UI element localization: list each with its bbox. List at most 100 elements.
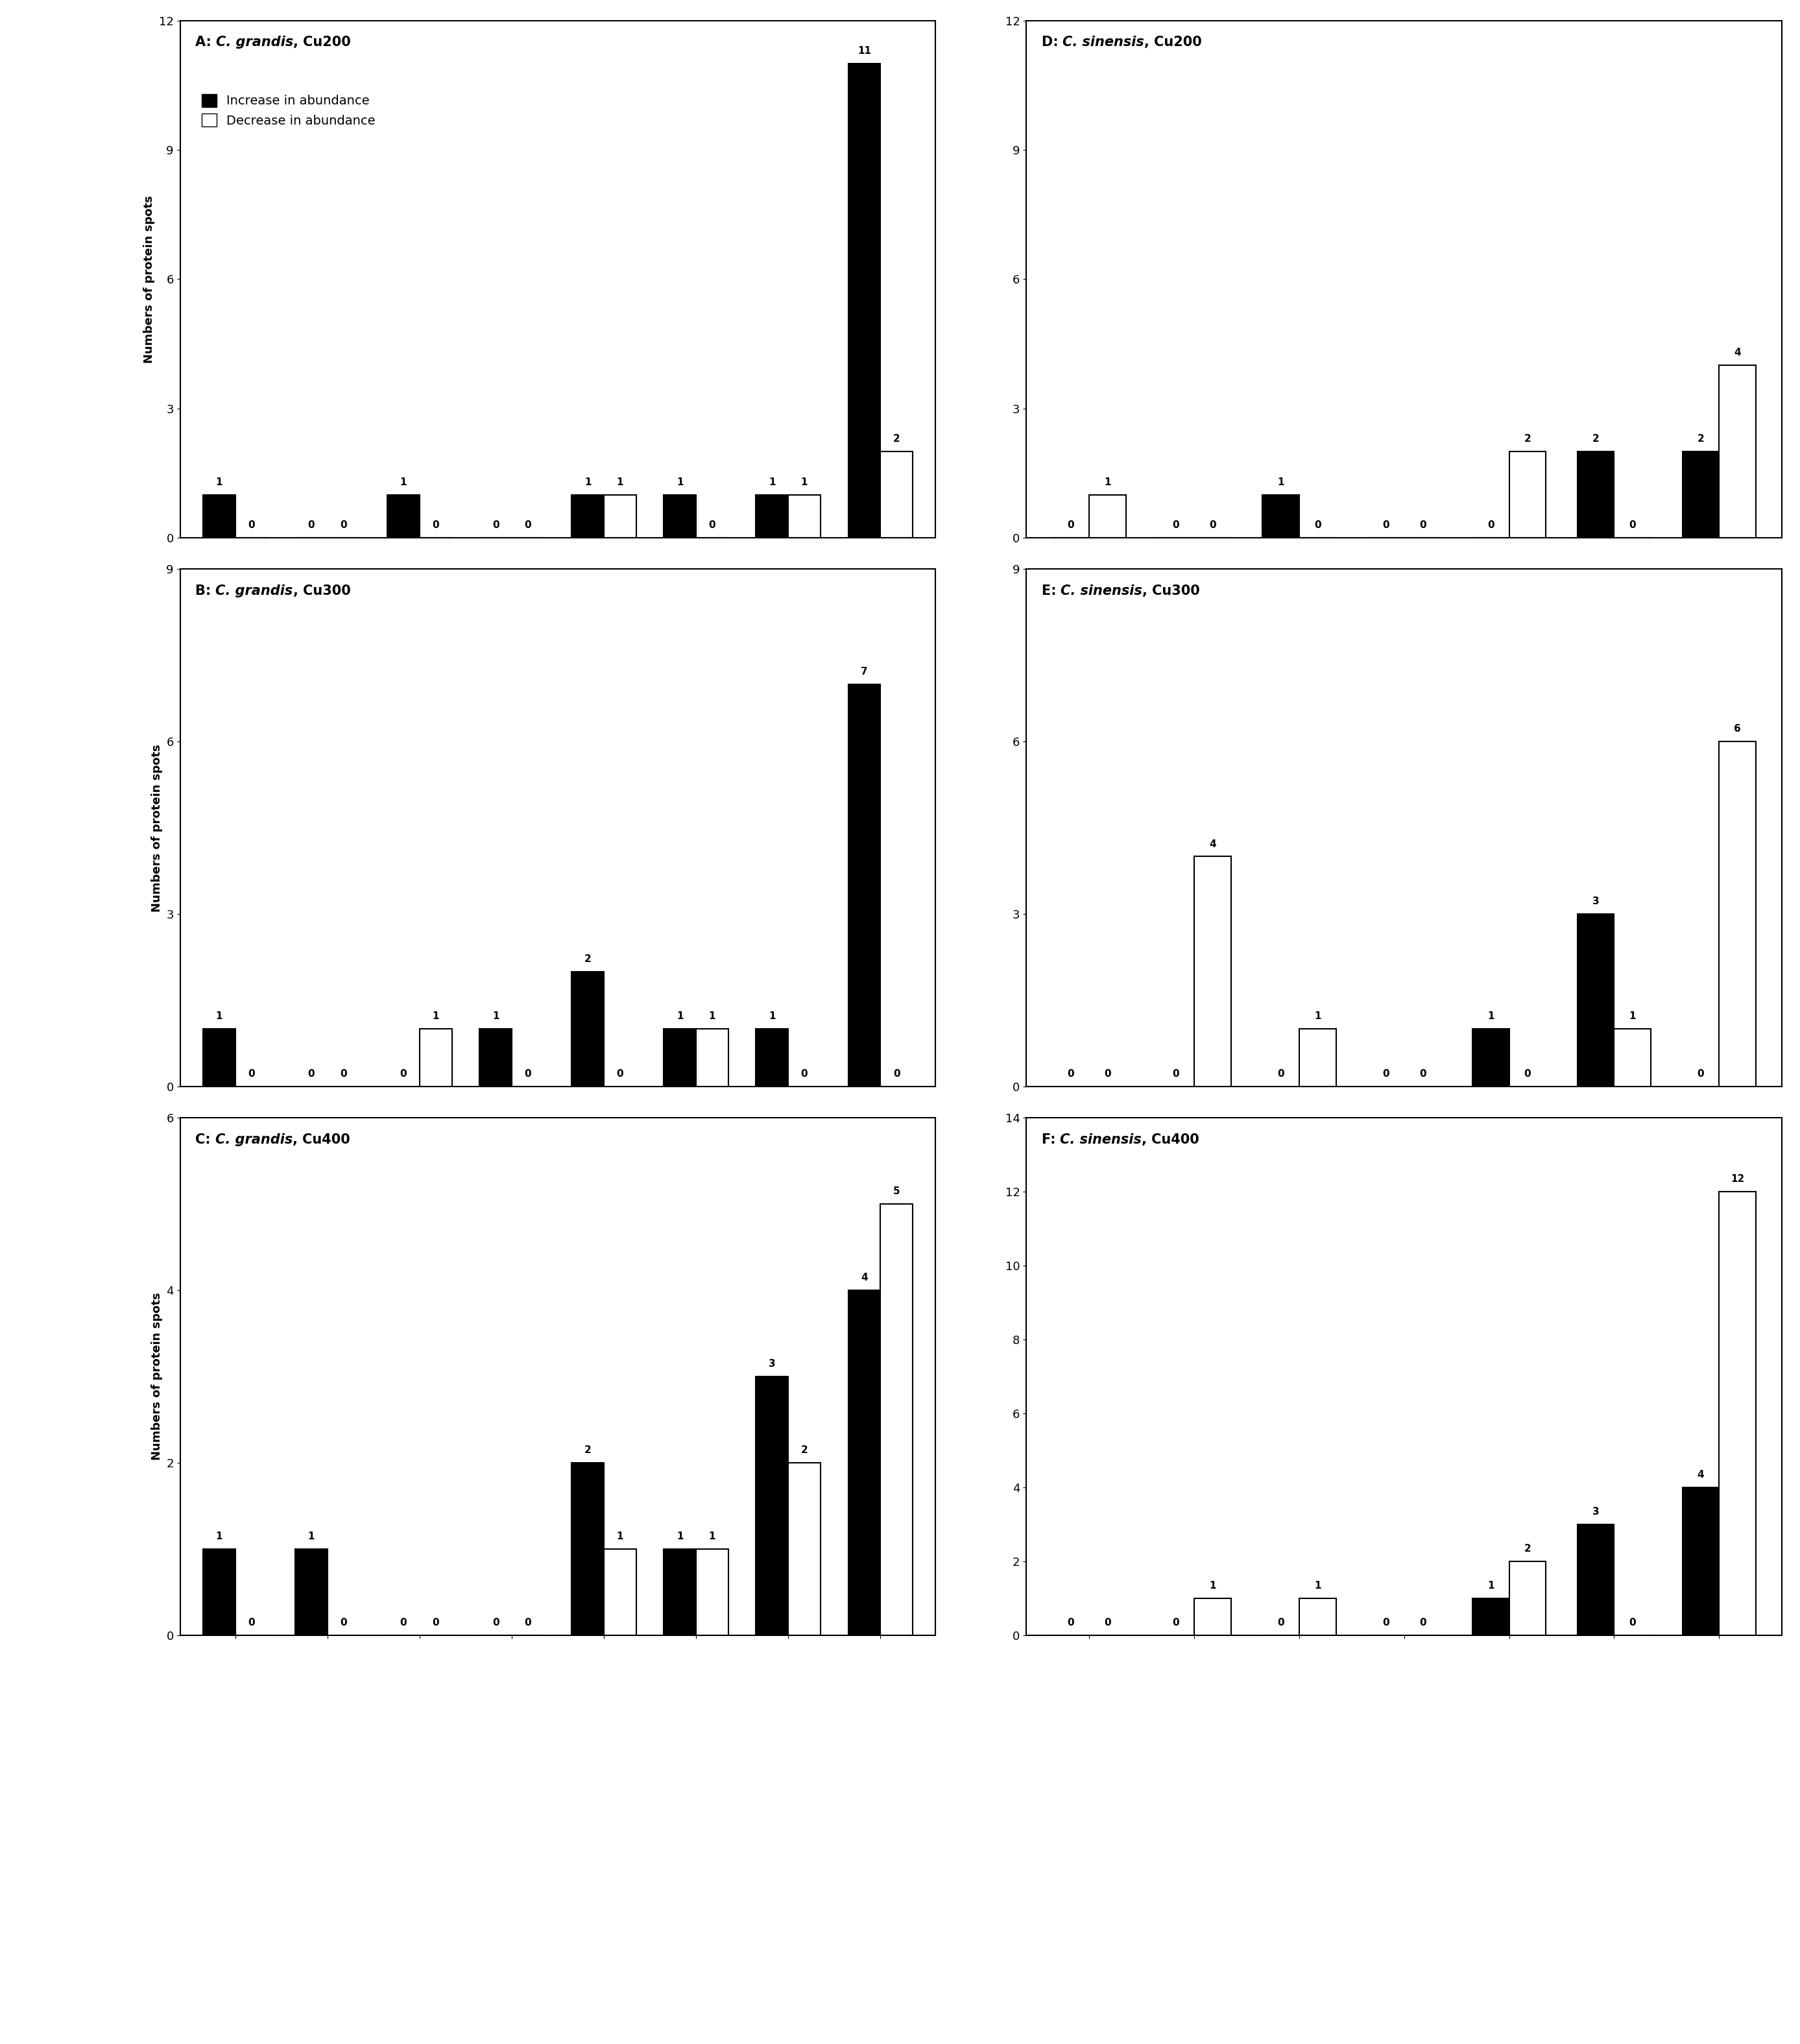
Text: 1: 1 (769, 478, 776, 486)
Text: 1: 1 (585, 478, 590, 486)
Text: 0: 0 (340, 521, 347, 529)
Text: 0: 0 (1103, 1069, 1111, 1079)
Bar (1300, 1028, 1336, 1087)
Bar (880, 1204, 913, 1635)
Text: C. sinensis: C. sinensis (1060, 1132, 1141, 1147)
Text: 2: 2 (1697, 433, 1705, 444)
Text: , Cu200: , Cu200 (1145, 37, 1202, 49)
Bar (203, 1549, 236, 1635)
Text: 1: 1 (1487, 1012, 1494, 1022)
Text: 3: 3 (769, 1359, 776, 1369)
Bar (756, 1028, 788, 1087)
Text: 1: 1 (801, 478, 808, 486)
Text: 2: 2 (1525, 433, 1532, 444)
Text: 0: 0 (524, 1617, 531, 1627)
Text: 0: 0 (893, 1069, 900, 1079)
Bar (1719, 742, 1755, 1087)
Text: , Cu400: , Cu400 (1141, 1132, 1199, 1147)
Text: 1: 1 (216, 1531, 223, 1541)
Text: 0: 0 (1172, 521, 1179, 529)
Bar (697, 1028, 729, 1087)
Legend: Increase in abundance, Decrease in abundance: Increase in abundance, Decrease in abund… (202, 94, 376, 127)
Bar (756, 1376, 788, 1635)
Text: 0: 0 (1278, 1069, 1283, 1079)
Text: 2: 2 (1593, 433, 1598, 444)
Bar (1262, 495, 1300, 538)
Text: 7: 7 (860, 666, 868, 677)
Text: 0: 0 (1418, 1617, 1426, 1627)
Bar (295, 1549, 328, 1635)
Text: 5: 5 (893, 1186, 900, 1196)
Bar (572, 495, 605, 538)
Bar (1193, 1598, 1231, 1635)
Bar (1472, 1598, 1508, 1635)
Text: , Cu200: , Cu200 (293, 37, 351, 49)
Bar (419, 1028, 452, 1087)
Text: 1: 1 (617, 478, 623, 486)
Bar (697, 1549, 729, 1635)
Bar (1508, 452, 1546, 538)
Text: 11: 11 (857, 47, 871, 55)
Text: 1: 1 (216, 478, 223, 486)
Text: 1: 1 (617, 1531, 623, 1541)
Text: A:: A: (194, 37, 216, 49)
Text: , Cu300: , Cu300 (293, 585, 351, 597)
Bar (848, 1290, 880, 1635)
Bar (387, 495, 419, 538)
Text: 0: 0 (1418, 1069, 1426, 1079)
Text: 6: 6 (1733, 724, 1741, 734)
Text: 0: 0 (1382, 1617, 1390, 1627)
Text: 0: 0 (432, 1617, 439, 1627)
Text: 0: 0 (400, 1617, 407, 1627)
Text: 4: 4 (1210, 840, 1217, 848)
Bar (1577, 452, 1615, 538)
Y-axis label: Numbers of protein spots: Numbers of protein spots (144, 196, 155, 364)
Text: 0: 0 (340, 1069, 347, 1079)
Text: 1: 1 (709, 1012, 716, 1022)
Bar (1472, 1028, 1508, 1087)
Text: 1: 1 (1210, 1580, 1217, 1590)
Bar (664, 1028, 697, 1087)
Text: 0: 0 (248, 1069, 256, 1079)
Bar (1089, 495, 1127, 538)
Text: B:: B: (194, 585, 216, 597)
Bar (848, 685, 880, 1087)
Text: 0: 0 (1382, 1069, 1390, 1079)
Text: 1: 1 (491, 1012, 499, 1022)
Text: 1: 1 (677, 478, 684, 486)
Text: 1: 1 (400, 478, 407, 486)
Text: 0: 0 (1525, 1069, 1532, 1079)
Text: 2: 2 (585, 1445, 590, 1455)
Bar (664, 1549, 697, 1635)
Text: C:: C: (194, 1132, 216, 1147)
Bar (605, 495, 635, 538)
Text: 1: 1 (1103, 478, 1111, 486)
Text: 12: 12 (1730, 1173, 1744, 1183)
Text: E:: E: (1042, 585, 1060, 597)
Text: 3: 3 (1593, 897, 1598, 905)
Text: C. sinensis: C. sinensis (1060, 585, 1143, 597)
Text: 1: 1 (1629, 1012, 1636, 1022)
Bar (788, 1464, 821, 1635)
Text: 2: 2 (1525, 1543, 1532, 1553)
Y-axis label: Numbers of protein spots: Numbers of protein spots (151, 1292, 162, 1459)
Bar (572, 971, 605, 1087)
Text: 0: 0 (491, 1617, 499, 1627)
Bar (572, 1464, 605, 1635)
Text: 0: 0 (1697, 1069, 1705, 1079)
Text: 0: 0 (1418, 521, 1426, 529)
Bar (1683, 452, 1719, 538)
Bar (605, 1549, 635, 1635)
Text: C. grandis: C. grandis (216, 37, 293, 49)
Text: 0: 0 (1067, 1617, 1075, 1627)
Bar (1508, 1562, 1546, 1635)
Text: C. grandis: C. grandis (216, 585, 293, 597)
Text: 2: 2 (585, 955, 590, 965)
Text: 0: 0 (248, 1617, 256, 1627)
Text: 1: 1 (677, 1012, 684, 1022)
Bar (1577, 914, 1615, 1087)
Text: 0: 0 (1067, 1069, 1075, 1079)
Text: 4: 4 (1697, 1470, 1705, 1480)
Text: 2: 2 (801, 1445, 808, 1455)
Text: 0: 0 (1314, 521, 1321, 529)
